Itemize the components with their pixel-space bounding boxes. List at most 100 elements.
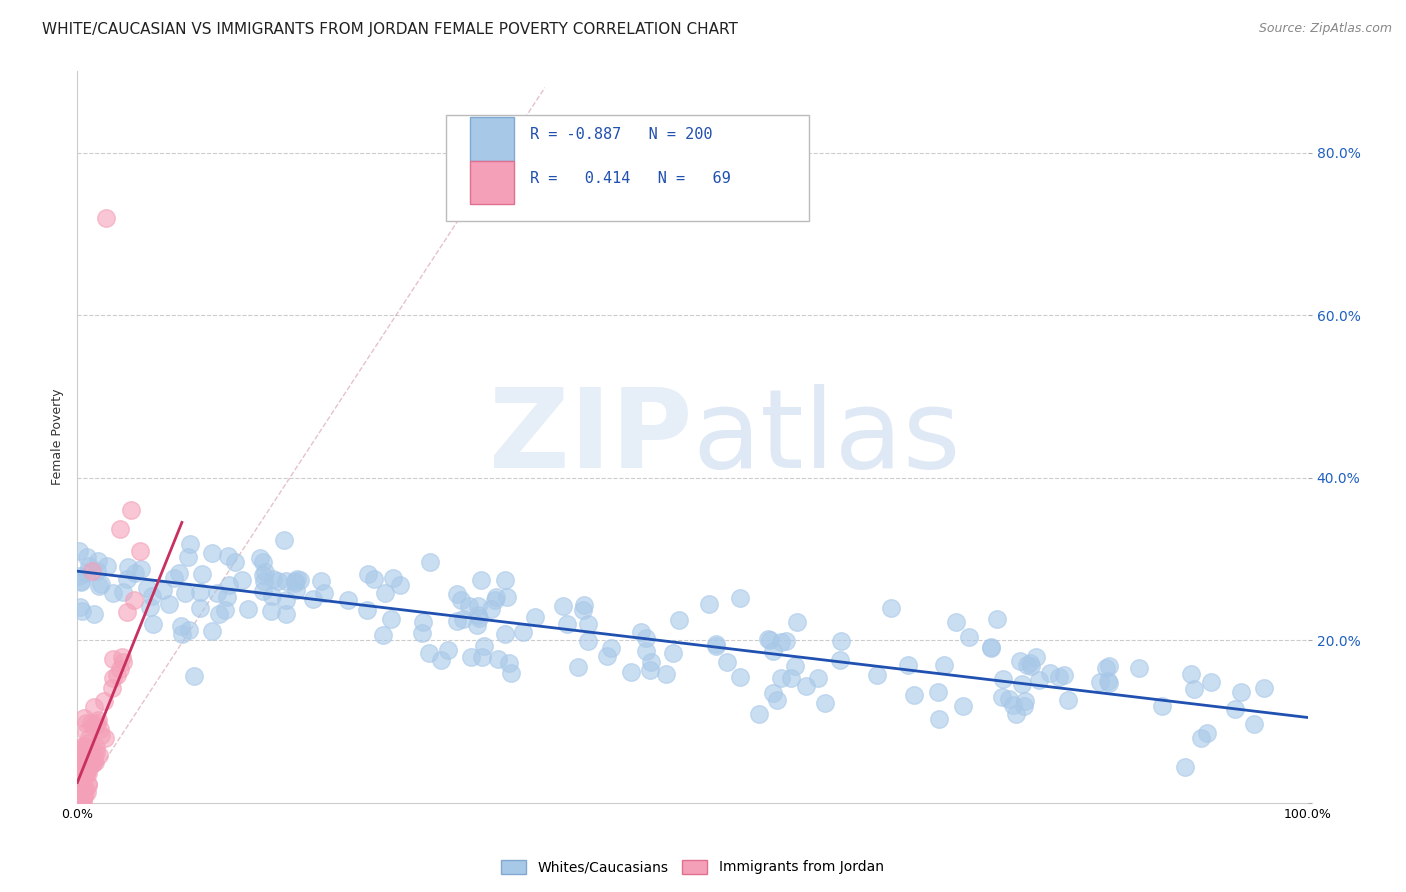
Point [67,796,90,810]
Point [80,565,103,579]
Point [84,739,107,754]
Point [93,694,115,708]
Point [993,672,1015,686]
Point [90,728,112,742]
Point [66,796,89,810]
Point [101,585,124,599]
Point [662,646,685,660]
Point [446,587,468,601]
Point [551,599,574,613]
Point [807,671,830,685]
Point [82,719,104,733]
Point [1097,673,1119,688]
Point [654,666,676,681]
Point [495,590,517,604]
Point [494,573,516,587]
Point [75,767,97,781]
Point [67,543,90,558]
Point [1005,707,1028,722]
Point [94,731,117,746]
Point [82,757,104,772]
Point [636,631,658,645]
Point [1097,676,1119,690]
Point [73,711,96,725]
Point [179,537,201,551]
Point [69,772,91,787]
Point [830,653,852,667]
Point [467,610,489,624]
Point [70,796,93,810]
Point [205,586,228,600]
Point [704,639,727,653]
Point [80,716,103,731]
Point [465,618,488,632]
Point [136,581,159,595]
Point [72,777,94,791]
Point [998,692,1021,706]
Point [79,756,101,770]
Point [567,660,589,674]
Point [167,566,190,580]
Point [284,574,307,588]
Point [76,785,98,799]
Point [190,584,212,599]
Point [499,665,522,680]
Point [111,585,134,599]
Point [770,635,793,649]
Point [75,754,97,768]
Point [419,555,441,569]
FancyBboxPatch shape [470,118,515,161]
Point [252,568,274,582]
Point [1002,698,1025,712]
FancyBboxPatch shape [470,161,515,204]
Point [70,775,93,789]
Point [73,789,96,804]
Point [927,685,949,699]
Point [986,612,1008,626]
Point [76,550,98,565]
Point [67,752,90,766]
Point [77,753,100,767]
Point [748,706,770,721]
Point [866,668,889,682]
Point [77,766,100,780]
Point [70,574,93,589]
Point [897,658,920,673]
Point [382,571,405,585]
Point [762,644,785,658]
Point [1025,650,1047,665]
Point [76,763,98,777]
Point [770,671,793,685]
Point [470,574,492,588]
Point [254,566,277,580]
Point [576,634,599,648]
Point [1199,674,1222,689]
Point [1057,692,1080,706]
Point [1098,659,1121,673]
Point [356,603,378,617]
Point [274,607,297,621]
Point [1014,698,1036,713]
Point [596,648,619,663]
Point [201,546,224,560]
Point [208,607,231,621]
Point [89,722,111,736]
FancyBboxPatch shape [447,115,810,221]
Point [83,699,105,714]
Point [794,679,817,693]
Point [783,659,806,673]
Point [1174,760,1197,774]
Point [75,715,97,730]
Point [67,773,90,788]
Point [880,600,903,615]
Point [472,639,495,653]
Point [253,574,276,588]
Point [87,748,110,763]
Point [640,663,662,677]
Point [105,667,128,681]
Text: WHITE/CAUCASIAN VS IMMIGRANTS FROM JORDAN FEMALE POVERTY CORRELATION CHART: WHITE/CAUCASIAN VS IMMIGRANTS FROM JORDA… [42,22,738,37]
Point [479,602,502,616]
Point [67,754,90,768]
Point [238,602,260,616]
Point [758,632,780,647]
